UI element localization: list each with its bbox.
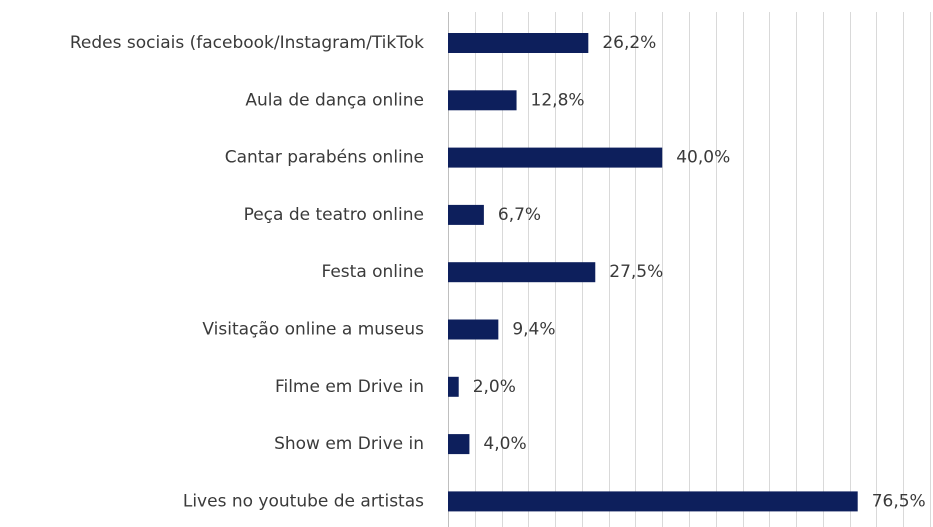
bar (448, 434, 470, 455)
category-label: Redes sociais (facebook/Instagram/TikTok (70, 33, 424, 53)
bars (448, 33, 858, 512)
data-label: 4,0% (483, 434, 526, 454)
category-label: Aula de dança online (245, 90, 424, 110)
category-label: Show em Drive in (274, 434, 424, 454)
bar (448, 147, 663, 168)
data-label: 9,4% (512, 320, 555, 340)
category-label: Lives no youtube de artistas (183, 491, 424, 511)
data-label: 2,0% (473, 377, 516, 397)
bar (448, 491, 858, 512)
bar (448, 90, 517, 111)
category-label: Peça de teatro online (244, 205, 424, 225)
data-label: 12,8% (531, 90, 585, 110)
bar (448, 262, 596, 283)
data-labels: 26,2% 12,8% 40,0% 6,7% 27,5% 9,4% 2,0% 4,0% 76,5… (473, 33, 926, 511)
bar (448, 33, 589, 53)
category-label: Cantar parabéns online (225, 148, 424, 168)
data-label: 6,7% (498, 205, 541, 225)
category-label: Visitação online a museus (202, 320, 424, 340)
gridlines (475, 12, 931, 527)
category-label: Festa online (321, 262, 424, 282)
bar (448, 319, 499, 340)
data-label: 76,5% (872, 491, 926, 511)
category-label: Filme em Drive in (275, 377, 424, 397)
data-label: 26,2% (602, 33, 656, 53)
bar (448, 204, 484, 225)
data-label: 40,0% (676, 148, 730, 168)
category-labels: Redes sociais (facebook/Instagram/TikTok… (70, 33, 424, 511)
data-label: 27,5% (609, 262, 663, 282)
bar (448, 376, 459, 397)
